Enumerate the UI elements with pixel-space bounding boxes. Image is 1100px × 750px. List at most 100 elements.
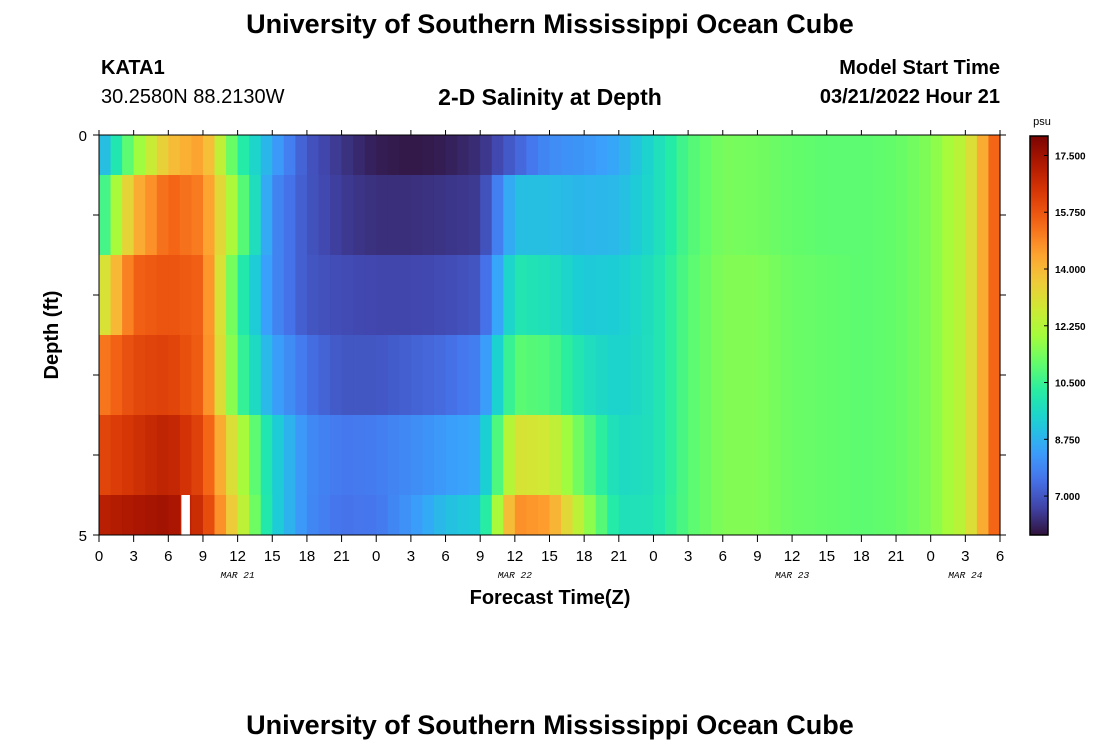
heatmap-cell xyxy=(491,255,504,336)
heatmap-cell xyxy=(480,335,493,416)
heatmap-cell xyxy=(330,255,343,336)
heatmap-cell xyxy=(942,495,955,536)
heatmap-cell xyxy=(249,495,262,536)
heatmap-cell xyxy=(907,135,920,176)
heatmap-cell xyxy=(584,255,597,336)
heatmap-cell xyxy=(849,495,862,536)
heatmap-cell xyxy=(376,135,389,176)
heatmap-cell xyxy=(815,335,828,416)
heatmap-cell xyxy=(838,495,851,536)
heatmap-cell xyxy=(445,415,458,496)
heatmap-cell xyxy=(561,415,574,496)
heatmap-cell xyxy=(595,415,608,496)
heatmap-cell xyxy=(457,255,470,336)
heatmap-cell xyxy=(318,255,331,336)
heatmap-cell xyxy=(226,335,239,416)
heatmap-cell xyxy=(630,415,643,496)
x-tick-label: 12 xyxy=(784,548,801,565)
x-tick-label: 18 xyxy=(299,548,316,565)
heatmap-cell xyxy=(145,175,158,256)
heatmap-cell xyxy=(688,495,701,536)
heatmap-cell xyxy=(237,495,250,536)
heatmap-cell xyxy=(768,175,782,256)
heatmap-cell xyxy=(930,135,943,176)
heatmap-cell xyxy=(907,255,920,336)
heatmap-cell xyxy=(976,335,990,416)
colorbar-gradient xyxy=(1029,135,1049,536)
heatmap-cell xyxy=(861,175,874,256)
heatmap-cell xyxy=(110,415,123,496)
x-tick-label: 3 xyxy=(684,548,692,565)
heatmap-cell xyxy=(722,175,735,256)
heatmap-cell xyxy=(572,255,585,336)
heatmap-cell xyxy=(387,415,400,496)
heatmap-cell xyxy=(872,335,886,416)
heatmap-cell xyxy=(295,175,308,256)
heatmap-cell xyxy=(838,255,851,336)
heatmap-cell xyxy=(734,175,747,256)
heatmap-cell xyxy=(803,495,816,536)
colorbar-tick-label: 14.000 xyxy=(1055,265,1086,276)
heatmap-cell xyxy=(399,175,412,256)
heatmap-cell xyxy=(630,495,643,536)
heatmap-cell xyxy=(364,175,377,256)
heatmap-cell xyxy=(826,175,839,256)
heatmap-cell xyxy=(341,255,354,336)
heatmap-cell xyxy=(641,335,655,416)
colorbar-tick-label: 8.750 xyxy=(1055,435,1080,446)
heatmap-cell xyxy=(884,495,897,536)
heatmap-cell xyxy=(884,335,897,416)
heatmap-cell xyxy=(988,135,1001,176)
heatmap-cell xyxy=(99,415,112,496)
heatmap-cell xyxy=(318,175,331,256)
heatmap-cell xyxy=(734,335,747,416)
heatmap-cell xyxy=(133,495,146,536)
heatmap-cell xyxy=(122,495,135,536)
heatmap-cell xyxy=(988,415,1001,496)
heatmap-cell xyxy=(780,135,793,176)
heatmap-cell xyxy=(676,175,689,256)
heatmap-cell xyxy=(953,135,966,176)
heatmap-cell xyxy=(907,175,920,256)
heatmap-cell xyxy=(734,495,747,536)
heatmap-cell xyxy=(480,415,493,496)
heatmap-cell xyxy=(99,255,112,336)
heatmap-cell xyxy=(653,135,666,176)
heatmap-cell xyxy=(688,135,701,176)
heatmap-cell xyxy=(607,135,620,176)
x-tick-label: 6 xyxy=(719,548,727,565)
heatmap-cell xyxy=(480,255,493,336)
heatmap-cell xyxy=(468,495,481,536)
heatmap-cell xyxy=(780,415,793,496)
heatmap-cell xyxy=(665,495,678,536)
heatmap-cell xyxy=(283,335,296,416)
heatmap-cell xyxy=(330,175,343,256)
heatmap-cell xyxy=(722,495,735,536)
heatmap-cell xyxy=(618,175,631,256)
heatmap-cell xyxy=(318,495,331,536)
heatmap-cell xyxy=(676,415,689,496)
heatmap-cell xyxy=(353,495,366,536)
heatmap-cell xyxy=(445,135,458,176)
heatmap-cell xyxy=(803,175,816,256)
heatmap-cell xyxy=(826,135,839,176)
heatmap-cell xyxy=(318,415,331,496)
heatmap-cell xyxy=(942,335,955,416)
heatmap-cell xyxy=(861,335,874,416)
heatmap-cell xyxy=(491,415,504,496)
heatmap-cell xyxy=(249,255,262,336)
heatmap-cell xyxy=(110,135,123,176)
heatmap-cell xyxy=(237,135,250,176)
heatmap-cell xyxy=(699,335,712,416)
heatmap-cell xyxy=(537,135,551,176)
heatmap-cell xyxy=(780,335,793,416)
heatmap-cell xyxy=(237,415,250,496)
heatmap-cell xyxy=(768,335,782,416)
heatmap-cell xyxy=(826,495,839,536)
x-tick-label: 9 xyxy=(476,548,484,565)
heatmap-cell xyxy=(110,255,123,336)
heatmap-cell xyxy=(364,335,377,416)
heatmap-cell xyxy=(457,335,470,416)
heatmap-cell xyxy=(780,495,793,536)
x-tick-label: 18 xyxy=(576,548,593,565)
